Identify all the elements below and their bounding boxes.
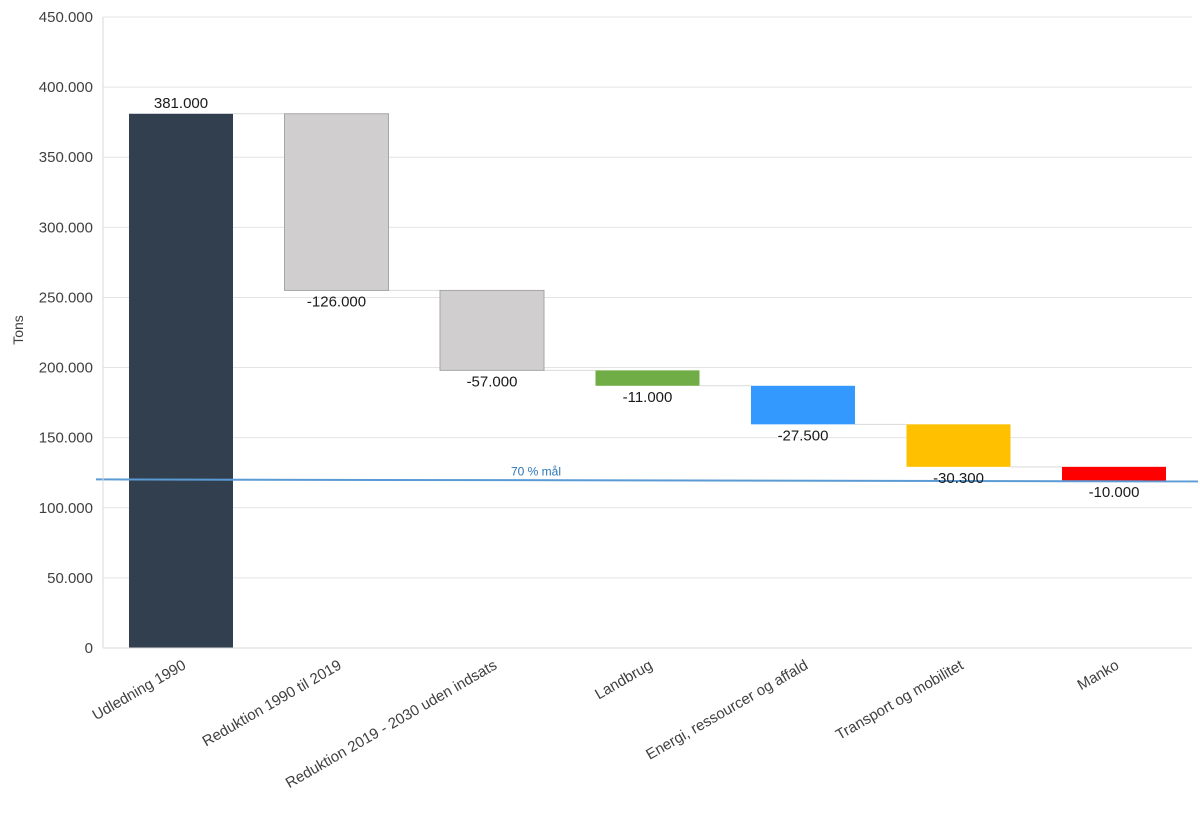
y-tick-label: 200.000 — [39, 360, 93, 377]
gridlines — [103, 16, 1192, 579]
bar — [439, 289, 545, 371]
data-label: 381.000 — [154, 95, 208, 112]
y-tick-label: 150.000 — [39, 430, 93, 447]
reference-line-label: 70 % mål — [511, 464, 561, 478]
bar — [284, 113, 389, 291]
x-category-label: Reduktion 1990 til 2019 — [199, 657, 344, 751]
data-label: -10.000 — [1089, 484, 1140, 501]
y-tick-label: 100.000 — [39, 500, 93, 517]
data-label: -30.300 — [933, 470, 984, 487]
data-label: -27.500 — [778, 427, 829, 444]
data-label: -57.000 — [467, 373, 518, 390]
x-category-label: Manko — [1075, 657, 1122, 694]
x-category-label: Landbrug — [592, 657, 655, 703]
y-tick-label: 350.000 — [39, 149, 93, 166]
bar — [906, 424, 1011, 467]
y-tick-label: 400.000 — [39, 79, 93, 96]
connectors — [233, 113, 1062, 468]
y-tick-label: 450.000 — [39, 9, 93, 26]
bar — [751, 385, 855, 425]
x-category-label: Transport og mobilitet — [833, 656, 967, 743]
y-tick-label: 250.000 — [39, 289, 93, 306]
x-category-label: Energi, ressourcer og affald — [643, 657, 811, 764]
bars — [129, 113, 1166, 648]
data-label: -126.000 — [307, 293, 366, 310]
bar — [595, 370, 700, 386]
y-tick-label: 300.000 — [39, 219, 93, 236]
data-labels: 381.000 -126.000 -57.000 -11.000 -27.500 -30.… — [154, 95, 1140, 501]
bar — [1062, 466, 1166, 481]
data-label: -11.000 — [623, 389, 673, 406]
y-axis-title: Tons — [10, 315, 26, 345]
bar — [129, 113, 233, 648]
reference-line — [95, 478, 1199, 483]
reference-line-group: 70 % mål — [95, 464, 1199, 483]
x-category-label: Udledning 1990 — [89, 657, 189, 724]
y-tick-label: 0 — [85, 640, 93, 657]
y-tick-label: 50.000 — [47, 570, 93, 587]
